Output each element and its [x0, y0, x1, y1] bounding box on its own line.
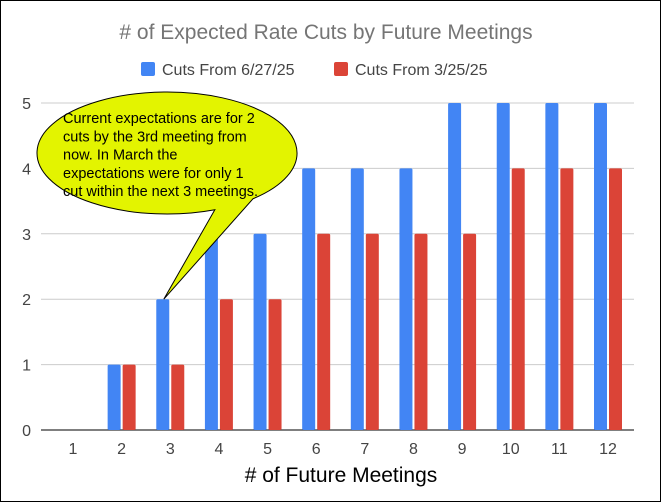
bar-june-4 [204, 233, 218, 430]
legend: Cuts From 6/27/25 Cuts From 3/25/25 [141, 62, 488, 79]
callout-text-line: cuts by the 3rd meeting from [63, 129, 247, 145]
x-tick-label: 11 [551, 441, 568, 458]
x-tick-label: 3 [166, 441, 175, 458]
bar-june-12 [594, 103, 607, 430]
legend-swatch-0 [141, 62, 155, 76]
y-tick-label: 5 [22, 96, 31, 113]
bar-june-2 [107, 364, 121, 430]
bar-march-8 [414, 233, 428, 430]
bar-march-3 [171, 364, 185, 430]
x-tick-label: 9 [458, 441, 467, 458]
x-tick-label: 8 [409, 441, 418, 458]
bar-june-7 [350, 168, 364, 430]
bar-june-10 [496, 103, 510, 430]
callout-text-line: expectations were for only 1 [63, 166, 244, 182]
legend-label-1: Cuts From 3/25/25 [355, 62, 488, 79]
bar-march-7 [365, 233, 379, 430]
callout-text-line: cut within the next 3 meetings. [63, 184, 258, 200]
bar-march-6 [317, 233, 331, 430]
bar-june-8 [399, 168, 413, 430]
bar-march-5 [268, 299, 282, 430]
legend-swatch-1 [334, 62, 348, 76]
x-tick-label: 4 [214, 441, 223, 458]
bar-march-11 [560, 168, 574, 430]
y-tick-label: 2 [22, 292, 31, 309]
callout-bubble [36, 91, 298, 300]
bars [107, 103, 622, 430]
chart-title: # of Expected Rate Cuts by Future Meetin… [119, 21, 532, 44]
bar-march-10 [511, 168, 525, 430]
legend-label-0: Cuts From 6/27/25 [162, 62, 295, 79]
x-tick-label: 10 [502, 441, 520, 458]
bar-june-6 [302, 168, 316, 430]
callout-text-line: Current expectations are for 2 [63, 111, 255, 127]
y-tick-label: 3 [22, 227, 31, 244]
callout-text-line: now. In March the [63, 148, 177, 164]
x-tick-label: 2 [117, 441, 126, 458]
annotation-callout: Current expectations are for 2 cuts by th… [36, 91, 298, 300]
bar-june-5 [253, 233, 267, 430]
y-tick-label: 1 [22, 358, 31, 375]
bar-march-4 [219, 299, 233, 430]
bar-june-9 [448, 103, 462, 430]
bar-june-3 [156, 299, 170, 430]
y-tick-label: 0 [22, 423, 31, 440]
x-axis-label: # of Future Meetings [245, 464, 438, 487]
bar-june-11 [545, 103, 559, 430]
x-tick-label: 1 [69, 441, 78, 458]
bar-march-9 [463, 233, 477, 430]
x-tick-label: 5 [263, 441, 272, 458]
x-tick-label: 12 [599, 441, 617, 458]
x-tick-label: 7 [360, 441, 369, 458]
bar-march-12 [609, 168, 622, 430]
x-tick-label: 6 [312, 441, 321, 458]
y-tick-label: 4 [22, 161, 31, 178]
bar-march-2 [122, 364, 136, 430]
